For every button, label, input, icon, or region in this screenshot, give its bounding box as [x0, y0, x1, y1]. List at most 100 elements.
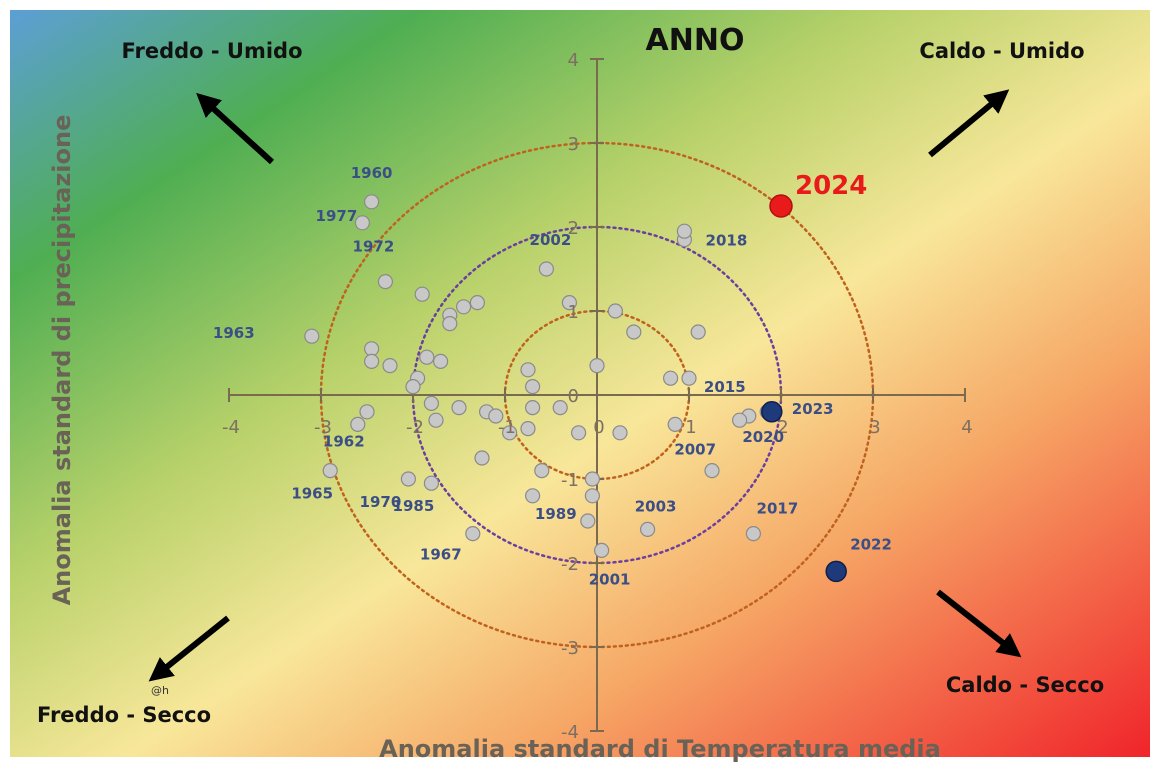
data-point: [419, 349, 435, 365]
data-point: [428, 412, 444, 428]
x-tick-label: 0: [593, 417, 604, 438]
y-tick-label: 2: [568, 218, 579, 239]
year-label-2022: 2022: [850, 535, 892, 553]
data-point: [704, 463, 720, 479]
data-point: [584, 488, 601, 504]
data-point: [524, 379, 541, 395]
data-point-2007: [667, 416, 683, 432]
year-label-2023: 2023: [792, 400, 834, 418]
data-point: [488, 408, 504, 424]
data-point: [570, 425, 587, 441]
data-point: [552, 400, 568, 416]
data-point: [524, 400, 541, 416]
data-point: [524, 488, 541, 504]
data-point: [433, 353, 449, 369]
year-label-1989: 1989: [535, 505, 577, 523]
y-tick-label: 1: [568, 302, 579, 323]
highlight-point-2023: [761, 401, 783, 423]
year-label-2020: 2020: [742, 428, 784, 446]
y-axis-label: Anomalia standard di precipitazione: [48, 115, 76, 606]
y-tick-label: -1: [561, 470, 579, 491]
data-point: [469, 295, 485, 311]
year-label-2018: 2018: [706, 232, 748, 250]
data-point: [414, 286, 430, 302]
data-point: [442, 316, 458, 332]
data-point-1970: [400, 471, 416, 487]
year-label-1970: 1970: [360, 493, 402, 511]
data-point-2001: [593, 542, 610, 559]
year-label-2024: 2024: [795, 171, 867, 201]
data-point: [589, 358, 605, 374]
data-point-1965: [322, 463, 338, 479]
data-point: [662, 370, 679, 386]
data-point: [681, 370, 697, 386]
x-tick-label: -4: [222, 417, 240, 438]
data-point: [626, 324, 642, 340]
data-point: [584, 471, 601, 487]
year-label-2003: 2003: [635, 497, 677, 515]
data-point-1972: [377, 274, 393, 290]
arrow-top-right-icon: [928, 89, 1010, 158]
y-tick-label: -3: [561, 638, 579, 659]
quadrant-label-bottom-left: Freddo - Secco: [37, 703, 211, 727]
year-label-1977: 1977: [316, 207, 358, 225]
arrow-top-left-icon: [196, 92, 275, 165]
chart-background: [10, 10, 1150, 757]
data-point-1977: [354, 215, 370, 231]
quadrant-label-top-left: Freddo - Umido: [121, 39, 302, 63]
y-tick-label: 0: [568, 386, 579, 407]
y-tick-label: -4: [561, 722, 579, 743]
data-point-2017: [745, 525, 762, 542]
year-label-1967: 1967: [420, 546, 462, 564]
chart-title: ANNO: [646, 23, 745, 58]
year-label-1962: 1962: [323, 432, 365, 450]
arrow-bottom-right-icon: [936, 589, 1022, 658]
year-label-1985: 1985: [393, 497, 435, 515]
data-point-1985: [423, 475, 439, 491]
data-point: [359, 404, 375, 420]
data-point: [405, 379, 421, 395]
highlight-point-2022: [825, 560, 847, 583]
data-point: [612, 425, 628, 441]
data-point: [502, 425, 518, 441]
data-point-2002: [538, 261, 555, 277]
year-label-1965: 1965: [291, 485, 333, 503]
data-point: [474, 450, 490, 466]
arrow-bottom-left-icon: [148, 615, 230, 682]
data-point: [382, 358, 398, 374]
year-label-2017: 2017: [757, 500, 799, 518]
data-point: [534, 463, 550, 479]
x-tick-label: 3: [869, 417, 880, 438]
y-tick-label: 4: [568, 50, 579, 71]
year-label-1963: 1963: [213, 324, 255, 342]
data-point-1960: [364, 194, 380, 210]
x-tick-label: 1: [685, 417, 696, 438]
data-point-1967: [465, 525, 481, 542]
x-tick-label: -2: [406, 417, 424, 438]
data-point: [451, 400, 467, 416]
data-point: [364, 353, 380, 369]
highlight-point-2024: [769, 194, 793, 218]
watermark: @h: [151, 684, 169, 697]
data-point: [561, 295, 578, 311]
year-label-1972: 1972: [353, 238, 395, 256]
data-point-1989: [580, 513, 596, 529]
data-point: [520, 362, 536, 378]
year-label-2001: 2001: [589, 570, 631, 588]
data-point: [520, 421, 536, 437]
data-point: [676, 223, 693, 239]
x-tick-label: -3: [314, 417, 332, 438]
year-label-1960: 1960: [351, 164, 393, 182]
y-tick-label: -2: [561, 554, 579, 575]
data-point-2003: [639, 521, 656, 538]
year-label-2002: 2002: [530, 231, 572, 249]
year-label-2007: 2007: [674, 440, 716, 458]
year-label-2015: 2015: [704, 378, 746, 396]
data-point: [364, 341, 380, 357]
x-tick-label: 4: [961, 417, 972, 438]
x-tick-label: -1: [498, 417, 516, 438]
quadrant-label-bottom-right: Caldo - Secco: [946, 673, 1104, 697]
data-point: [607, 303, 624, 319]
